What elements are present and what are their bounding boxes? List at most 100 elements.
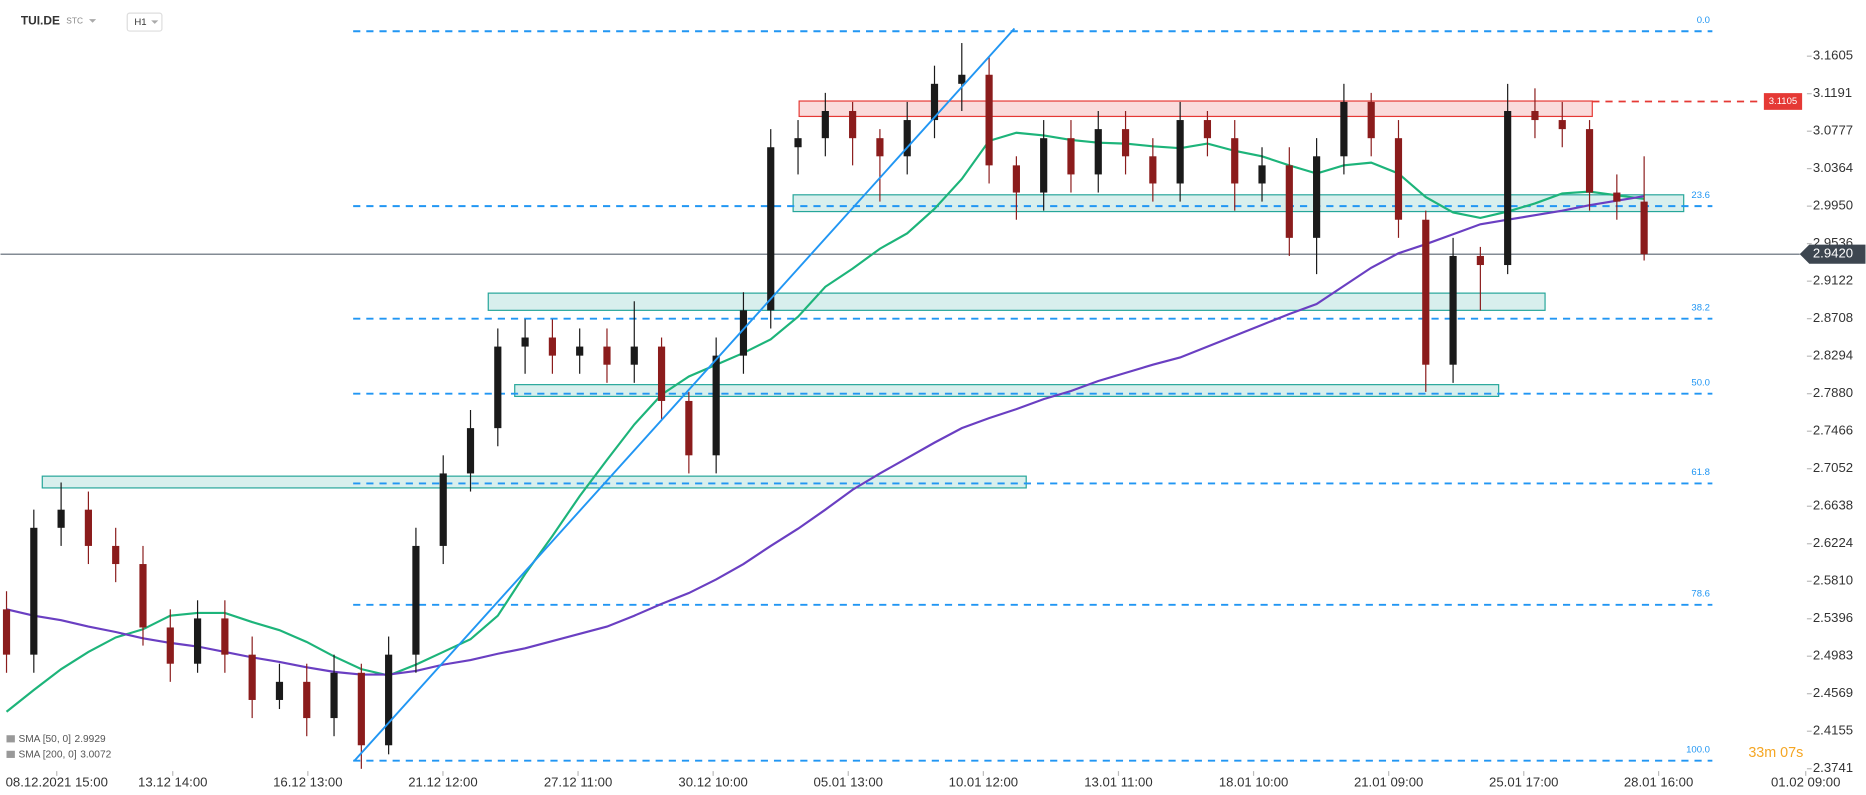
candle-body <box>1422 219 1430 365</box>
candle-body <box>712 355 720 456</box>
fib-label: 78.6 <box>1691 589 1710 600</box>
fib-label: 38.2 <box>1691 302 1710 313</box>
x-tick-label: 30.12 10:00 <box>678 775 747 790</box>
x-tick-label: 13.01 11:00 <box>1084 775 1152 790</box>
y-tick-label: 2.5810 <box>1813 573 1853 588</box>
candle-body <box>193 618 202 664</box>
zone <box>792 194 1685 213</box>
y-tick-label: 2.9122 <box>1813 273 1853 288</box>
fib-label: 0.0 <box>1697 15 1710 26</box>
chart-title: TUI.DE <box>21 14 60 28</box>
candle-body <box>903 120 911 157</box>
legend-entry: SMA [200, 0] 3.0072 <box>18 749 111 760</box>
x-tick-label: 21.12 12:00 <box>408 775 477 790</box>
y-tick-label: 3.0364 <box>1813 160 1853 175</box>
resistance-badge <box>1763 93 1803 110</box>
candle-body <box>1040 138 1048 193</box>
legend-icon <box>6 735 15 743</box>
fib-label: 50.0 <box>1691 377 1710 388</box>
y-tick-label: 2.7052 <box>1813 460 1853 475</box>
candle-body <box>57 509 65 528</box>
candle-body <box>985 74 993 166</box>
candle-body <box>166 627 174 664</box>
candle-body <box>958 74 966 84</box>
candle-body <box>466 428 475 474</box>
x-tick-label: 13.12 14:00 <box>138 775 207 790</box>
candle-body <box>1504 110 1512 266</box>
candle-body <box>685 400 693 456</box>
candle-body <box>849 110 857 139</box>
candle-body <box>303 681 311 719</box>
timer: 33m 07s <box>1748 745 1803 761</box>
legend-value: 3.0072 <box>80 749 111 760</box>
y-tick-label: 3.0777 <box>1813 123 1853 138</box>
last-price-badge <box>1799 244 1866 264</box>
candle-body <box>1340 101 1348 157</box>
candle-body <box>1585 129 1594 193</box>
candle-body <box>1394 138 1403 220</box>
timeframe[interactable]: H1 <box>134 17 146 28</box>
x-tick-label: 27.12 11:00 <box>544 775 612 790</box>
candle-body <box>1012 165 1020 193</box>
candle-body <box>1531 110 1539 121</box>
y-tick-label: 2.8294 <box>1813 348 1853 363</box>
y-tick-label: 2.6224 <box>1813 535 1853 550</box>
candle-body <box>1285 165 1293 238</box>
dropdown-arrow[interactable] <box>88 19 97 23</box>
y-tick-label: 2.4569 <box>1813 685 1853 700</box>
candle-body <box>1449 255 1457 365</box>
fib-label: 61.8 <box>1691 467 1710 478</box>
subtitle[interactable]: STC <box>66 16 83 26</box>
y-tick-label: 3.1191 <box>1813 85 1852 100</box>
candle-body <box>548 337 556 356</box>
candle-body <box>275 681 284 700</box>
candle-body <box>1149 156 1157 184</box>
timeframe-box[interactable] <box>126 12 163 32</box>
candle-body <box>1313 156 1321 238</box>
candle-body <box>739 310 748 356</box>
y-tick-label: 3.1605 <box>1813 48 1853 63</box>
candle-body <box>139 564 147 628</box>
candle-body <box>521 337 529 347</box>
candle-body <box>1476 255 1484 266</box>
resistance-label: 3.1105 <box>1769 96 1797 107</box>
legend-value: 2.9929 <box>75 733 106 744</box>
candle-body <box>112 545 120 565</box>
candle-body <box>1176 120 1184 184</box>
candle-body <box>876 138 884 157</box>
candle-body <box>439 473 447 546</box>
candle-body <box>657 346 666 401</box>
candle-body <box>1640 201 1648 255</box>
candle-body <box>1094 129 1102 175</box>
y-tick-label: 2.8708 <box>1813 310 1853 325</box>
y-tick-label: 2.4155 <box>1813 723 1853 738</box>
candle-body <box>2 609 11 655</box>
y-tick-label: 2.5396 <box>1813 610 1853 625</box>
zone <box>798 100 1593 118</box>
x-tick-label: 10.01 12:00 <box>949 775 1018 790</box>
dropdown-arrow[interactable] <box>151 20 159 24</box>
candle-body <box>1367 101 1375 139</box>
candle-body <box>248 654 256 700</box>
candle-body <box>603 346 611 365</box>
candle-body <box>221 618 229 655</box>
x-tick-label: 01.02 09:00 <box>1771 775 1840 790</box>
candle-body <box>1231 138 1239 184</box>
zone <box>514 384 1500 398</box>
zone <box>487 292 1546 311</box>
y-tick-label: 2.9950 <box>1813 198 1853 213</box>
x-tick-label: 05.01 13:00 <box>814 775 883 790</box>
candle-body <box>1258 165 1266 184</box>
candle-body <box>412 545 420 655</box>
x-tick-label: 25.01 17:00 <box>1489 775 1558 790</box>
zone <box>41 475 1027 489</box>
x-tick-label: 08.12.2021 15:00 <box>6 775 108 790</box>
candle-body <box>930 83 939 121</box>
candle-body <box>794 138 802 148</box>
candle-body <box>1613 192 1621 202</box>
y-tick-label: 2.7880 <box>1813 385 1853 400</box>
y-tick-label: 2.4983 <box>1813 648 1853 663</box>
y-tick-label: 2.3741 <box>1813 760 1853 775</box>
last-price-label: 2.9420 <box>1813 246 1853 261</box>
